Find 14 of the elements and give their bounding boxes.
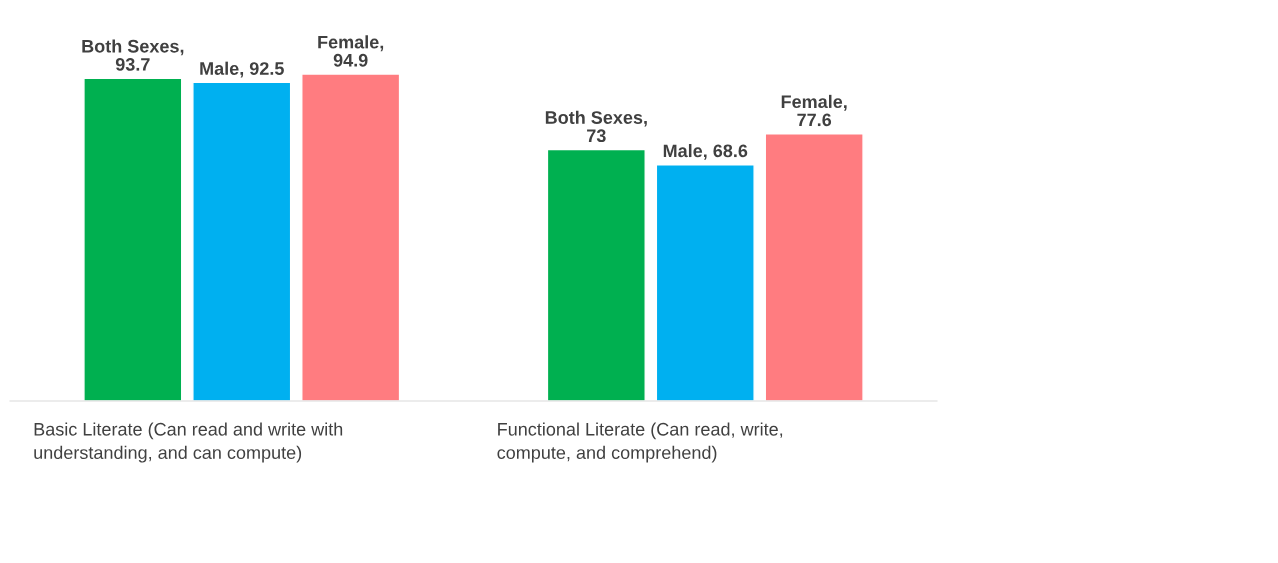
data-label: Male, 92.5 xyxy=(200,61,284,78)
bar xyxy=(192,81,292,401)
data-label: Female, 94.9 xyxy=(318,35,384,67)
bar xyxy=(301,73,401,401)
bar xyxy=(764,133,864,401)
bar xyxy=(546,148,646,401)
data-label: Male, 68.6 xyxy=(663,143,748,160)
x-tick-label: Functional Literate (Can read, write, compute, and comprehend) xyxy=(497,422,783,463)
data-label: Female, 77.6 xyxy=(781,94,847,127)
data-label: Both Sexes, 73 xyxy=(545,110,647,143)
data-label: Both Sexes, 93.7 xyxy=(82,39,184,71)
x-tick-label: Basic Literate (Can read and write with understanding, and can compute) xyxy=(34,422,343,463)
bar xyxy=(655,164,755,401)
bar xyxy=(83,77,183,401)
